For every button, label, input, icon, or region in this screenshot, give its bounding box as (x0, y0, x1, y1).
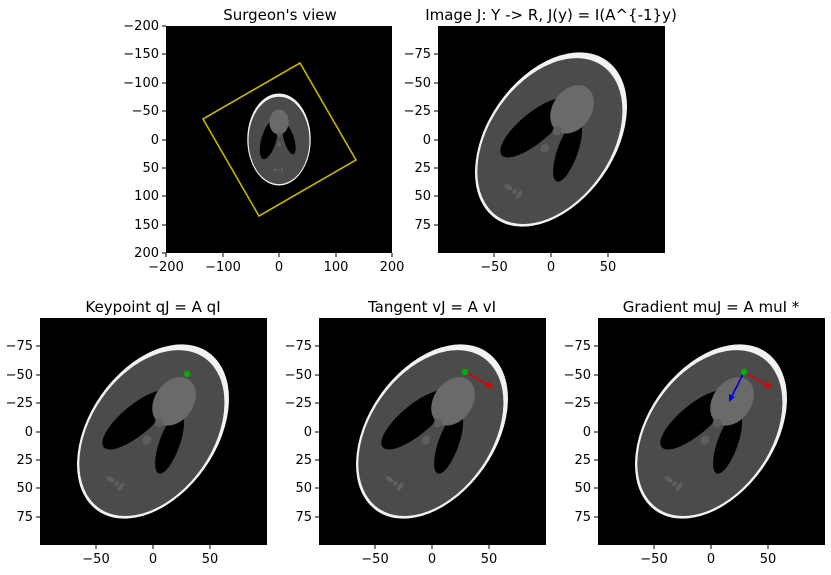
x-tick-label: −50 (361, 552, 388, 567)
y-tick-label: 25 (414, 161, 431, 176)
y-tick-label: −50 (404, 76, 431, 91)
keypoint-marker (740, 368, 748, 376)
x-tick-label: −100 (205, 260, 241, 275)
y-tick-label: 150 (134, 218, 159, 233)
x-tick-label: 0 (149, 552, 157, 567)
y-tick-label: −25 (285, 396, 312, 411)
y-ticks: −75 −50 −25 0 25 50 75 (404, 47, 438, 233)
x-ticks: −50 0 50 (480, 253, 616, 275)
x-tick-label: 200 (380, 260, 405, 275)
y-tick-label: 0 (423, 133, 431, 148)
x-tick-label: 0 (707, 552, 715, 567)
x-tick-label: 0 (428, 552, 436, 567)
y-tick-label: 75 (574, 510, 591, 525)
x-tick-label: −200 (148, 260, 184, 275)
tangent-arrow (464, 371, 493, 388)
y-tick-label: 75 (414, 218, 431, 233)
y-tick-label: −75 (6, 339, 33, 354)
y-tick-label: 100 (134, 189, 159, 204)
x-ticks: −50 0 50 (82, 545, 218, 567)
x-tick-label: 100 (324, 260, 349, 275)
yellow-frame (201, 61, 358, 218)
x-tick-label: 50 (481, 552, 498, 567)
y-tick-label: −150 (123, 47, 159, 62)
x-ticks: −50 0 50 (640, 545, 776, 567)
panel-gradient: Gradient muJ = A muI * −75 −50 −25 0 25 (564, 298, 825, 567)
y-tick-label: 50 (142, 161, 159, 176)
y-tick-label: −25 (564, 396, 591, 411)
x-tick-label: 0 (547, 260, 555, 275)
x-tick-label: −50 (82, 552, 109, 567)
y-ticks: −200 −150 −100 −50 0 50 100 150 200 (123, 19, 166, 261)
y-tick-label: −75 (404, 47, 431, 62)
y-tick-label: 200 (134, 246, 159, 261)
y-tick-label: −100 (123, 76, 159, 91)
y-tick-label: 75 (16, 510, 33, 525)
y-tick-label: 0 (25, 425, 33, 440)
x-tick-label: 0 (275, 260, 283, 275)
panel-surgeon: Surgeon's view −200 −150 −100 −50 0 50 1… (123, 6, 404, 275)
y-tick-label: 25 (16, 453, 33, 468)
keypoint-marker (461, 368, 469, 376)
phantom-image (247, 93, 311, 186)
y-tick-label: 50 (574, 481, 591, 496)
y-ticks: −75 −50 −25 0 25 50 75 (564, 339, 598, 525)
x-ticks: −50 0 50 (361, 545, 497, 567)
y-tick-label: −75 (564, 339, 591, 354)
y-tick-label: −25 (404, 104, 431, 119)
keypoint-marker (183, 370, 191, 378)
panel-title: Surgeon's view (223, 6, 337, 24)
tangent-arrow (743, 371, 772, 388)
y-tick-label: −50 (564, 368, 591, 383)
y-tick-label: 50 (414, 189, 431, 204)
y-tick-label: 0 (151, 133, 159, 148)
panel-tangent: Tangent vJ = A vI −75 −50 −25 0 25 50 75 (285, 298, 546, 567)
x-tick-label: −50 (640, 552, 667, 567)
y-tick-label: −25 (6, 396, 33, 411)
y-ticks: −75 −50 −25 0 25 50 75 (6, 339, 40, 525)
y-tick-label: 50 (295, 481, 312, 496)
y-tick-label: −75 (285, 339, 312, 354)
y-tick-label: 25 (574, 453, 591, 468)
x-tick-label: 50 (202, 552, 219, 567)
y-tick-label: −50 (6, 368, 33, 383)
y-tick-label: 75 (295, 510, 312, 525)
panel-title: Image J: Y -> R, J(y) = I(A^{-1}y) (425, 6, 677, 24)
panel-image-j: Image J: Y -> R, J(y) = I(A^{-1}y) −75 −… (404, 6, 677, 275)
y-tick-label: −200 (123, 19, 159, 34)
x-tick-label: −50 (480, 260, 507, 275)
panel-keypoint: Keypoint qJ = A qI −75 −50 −25 0 25 50 7… (6, 298, 267, 567)
gradient-arrow (729, 371, 745, 402)
y-tick-label: −50 (132, 104, 159, 119)
panel-title: Tangent vJ = A vI (367, 298, 496, 316)
y-tick-label: −50 (285, 368, 312, 383)
panel-title: Gradient muJ = A muI * (623, 298, 800, 316)
panel-title: Keypoint qJ = A qI (85, 298, 220, 316)
x-tick-label: 50 (600, 260, 617, 275)
y-tick-label: 25 (295, 453, 312, 468)
x-tick-label: 50 (760, 552, 777, 567)
y-tick-label: 0 (583, 425, 591, 440)
y-tick-label: 50 (16, 481, 33, 496)
y-ticks: −75 −50 −25 0 25 50 75 (285, 339, 319, 525)
x-ticks: −200 −100 0 100 200 (148, 253, 404, 275)
y-tick-label: 0 (304, 425, 312, 440)
